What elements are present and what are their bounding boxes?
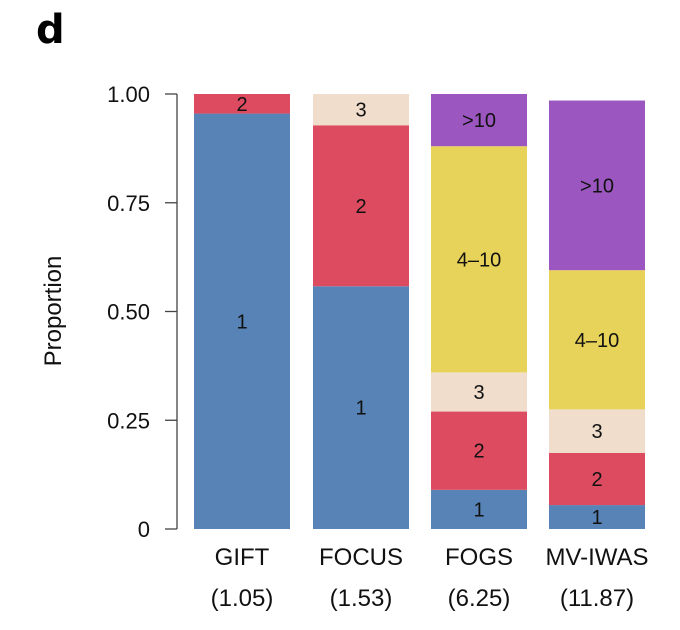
bar-segment: [194, 94, 290, 114]
bar-segment: [431, 146, 527, 373]
y-tick-label: 0.25: [107, 408, 150, 433]
bar-segment: [431, 372, 527, 412]
category-sublabel: (6.25): [448, 585, 511, 612]
bar-segment: [549, 505, 645, 529]
panel-label: d: [36, 7, 65, 53]
segment-label: 2: [591, 469, 602, 491]
y-tick-label: 0.75: [107, 191, 150, 216]
segment-label: 1: [355, 398, 366, 420]
bar-segment: [431, 489, 527, 529]
bar-segment: [194, 113, 290, 529]
segment-label: 4–10: [457, 249, 502, 271]
bar-segment: [431, 411, 527, 490]
category-labels: GIFT (1.05) FOCUS (1.53) FOGS (6.25) MV-IWAS (1…: [211, 544, 649, 612]
category-sublabel: (1.05): [211, 585, 274, 612]
y-tick-label: 0.50: [107, 300, 150, 325]
bar-segment: [549, 409, 645, 453]
segment-label: 3: [473, 382, 484, 404]
bar-segment: [549, 270, 645, 410]
segment-label: 2: [236, 94, 247, 116]
segment-label: 1: [236, 311, 247, 333]
segment-label: 1: [473, 499, 484, 521]
y-axis: 0 0.25 0.50 0.75 1.00: [107, 82, 178, 542]
segment-label: 3: [591, 421, 602, 443]
segment-label: >10: [580, 175, 614, 197]
bar-segment: [313, 125, 409, 287]
bar-segment: [549, 100, 645, 271]
bar-segment: [313, 94, 409, 126]
segment-label: 1: [591, 507, 602, 529]
segment-label: 2: [355, 196, 366, 218]
y-axis-title: Proportion: [40, 256, 67, 367]
bars: 1 2 1 2 3 1 2 3 4–10 >10 1 2 3 4–10 >10: [194, 94, 645, 529]
category-label: FOGS: [445, 544, 513, 571]
segment-label: >10: [462, 110, 496, 132]
category-label: GIFT: [215, 544, 270, 571]
category-label: MV-IWAS: [545, 544, 648, 571]
bar-segment: [549, 452, 645, 506]
segment-label: 3: [355, 100, 366, 122]
segment-label: 2: [473, 441, 484, 463]
bar-segment: [313, 286, 409, 529]
y-tick-label: 0: [138, 517, 150, 542]
bar-segment: [431, 94, 527, 147]
category-sublabel: (11.87): [560, 585, 634, 612]
category-sublabel: (1.53): [330, 585, 393, 612]
segment-label: 4–10: [575, 330, 620, 352]
y-tick-label: 1.00: [107, 82, 150, 107]
category-label: FOCUS: [319, 544, 403, 571]
